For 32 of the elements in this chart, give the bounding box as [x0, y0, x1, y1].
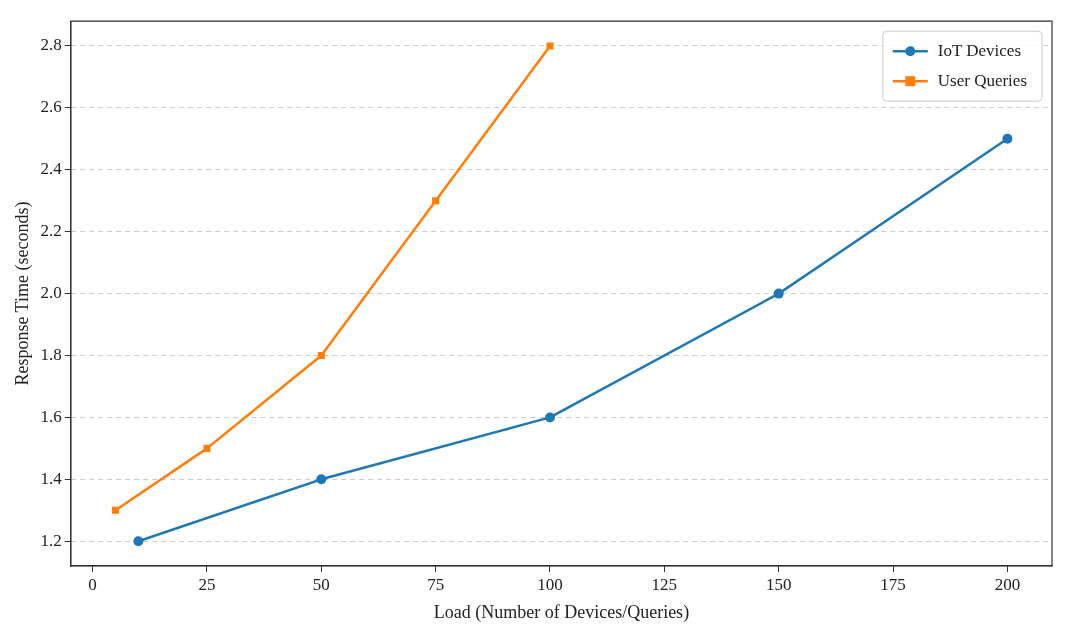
x-tick-label: 125	[651, 574, 678, 594]
x-axis-title: Load (Number of Devices/Queries)	[433, 601, 690, 623]
x-tick-label: 150	[765, 574, 792, 594]
x-tick-label: 25	[198, 574, 216, 594]
legend-label: User Queries	[937, 70, 1027, 90]
point	[432, 197, 440, 205]
point	[317, 351, 325, 360]
y-tick-label: 2.8	[40, 35, 62, 55]
point	[546, 42, 554, 50]
y-axis-title: Response Time (seconds)	[11, 201, 33, 386]
y-tick-label: 1.8	[40, 344, 62, 364]
point	[773, 288, 784, 299]
point	[203, 444, 211, 452]
y-tick-label: 2.6	[40, 97, 62, 117]
y-tick-label: 2.4	[40, 159, 63, 179]
x-tick-label: 0	[88, 574, 97, 594]
legend-label: IoT Devices	[937, 40, 1022, 60]
x-tick-label: 50	[312, 574, 330, 594]
x-tick-label: 75	[427, 574, 445, 594]
x-tick-label: 100	[537, 574, 563, 594]
point	[133, 536, 144, 547]
y-tick-label: 1.6	[40, 406, 62, 426]
y-tick-label: 2.2	[40, 221, 62, 241]
y-tick-label: 2.0	[40, 283, 62, 303]
y-tick-label: 1.2	[40, 530, 62, 550]
y-tick-label: 1.4	[40, 468, 63, 488]
point	[1002, 133, 1013, 144]
point	[111, 506, 119, 514]
x-tick-label: 200	[994, 574, 1021, 594]
point	[316, 474, 327, 485]
x-tick-label: 175	[880, 574, 906, 594]
point	[544, 412, 555, 423]
